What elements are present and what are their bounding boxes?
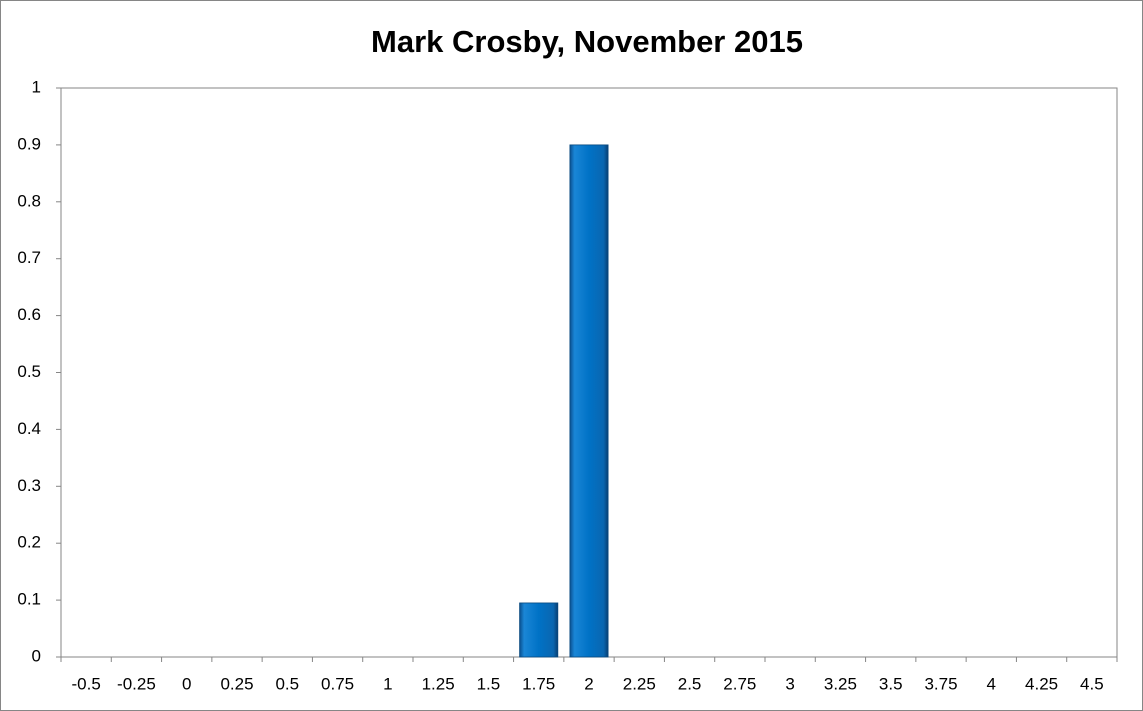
- x-tick-label: 1.75: [522, 674, 555, 693]
- x-tick-label: 0.75: [321, 674, 354, 693]
- x-tick-label: 1.5: [477, 674, 501, 693]
- y-tick-label: 0.2: [17, 533, 41, 552]
- x-tick-label: 0.5: [275, 674, 299, 693]
- x-tick-label: 1: [383, 674, 392, 693]
- x-tick-label: 3.5: [879, 674, 903, 693]
- y-tick-label: 0: [32, 646, 41, 665]
- x-tick-label: 0: [182, 674, 191, 693]
- y-tick-label: 1: [32, 77, 41, 96]
- x-tick-label: 3: [785, 674, 794, 693]
- x-tick-label: 0.25: [220, 674, 253, 693]
- y-tick-label: 0.5: [17, 362, 41, 381]
- x-tick-label: 2: [584, 674, 593, 693]
- y-tick-label: 0.4: [17, 419, 41, 438]
- x-tick-label: -0.5: [71, 674, 100, 693]
- x-tick-label: 1.25: [422, 674, 455, 693]
- x-tick-label: 2.5: [678, 674, 702, 693]
- x-tick-label: 3.75: [924, 674, 957, 693]
- y-tick-label: 0.3: [17, 476, 41, 495]
- x-tick-label: 4.25: [1025, 674, 1058, 693]
- bar: [569, 144, 609, 658]
- x-tick-label: 2.25: [623, 674, 656, 693]
- y-tick-label: 0.8: [17, 191, 41, 210]
- y-tick-label: 0.1: [17, 590, 41, 609]
- x-tick-label: 4: [987, 674, 996, 693]
- y-tick-label: 0.7: [17, 248, 41, 267]
- chart-title: Mark Crosby, November 2015: [371, 24, 803, 59]
- bar: [519, 602, 559, 658]
- y-tick-label: 0.9: [17, 134, 41, 153]
- x-tick-label: 3.25: [824, 674, 857, 693]
- x-tick-label: 2.75: [723, 674, 756, 693]
- x-tick-label: -0.25: [117, 674, 156, 693]
- x-tick-label: 4.5: [1080, 674, 1104, 693]
- y-tick-label: 0.6: [17, 305, 41, 324]
